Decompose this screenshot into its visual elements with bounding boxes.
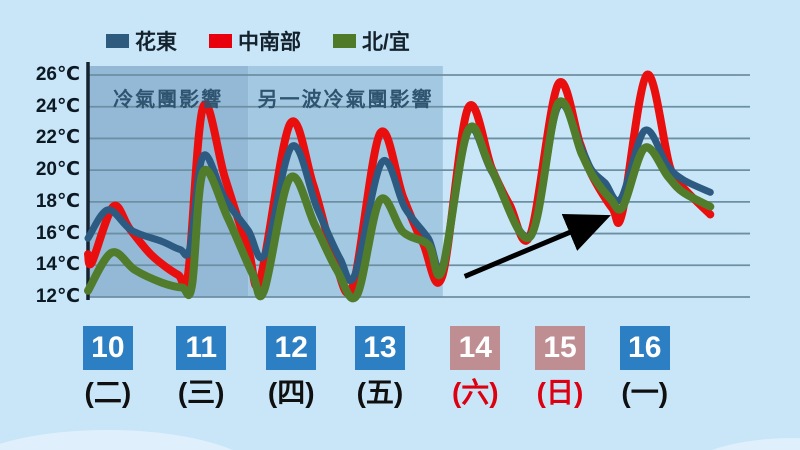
y-tick-label: 18℃	[35, 190, 80, 212]
legend: 花東 中南部 北/宜	[106, 26, 410, 56]
legend-item: 北/宜	[333, 26, 410, 56]
cold-air-region-0	[88, 66, 249, 297]
legend-label: 中南部	[238, 31, 301, 54]
legend-label: 花東	[135, 31, 177, 54]
weekday-label: (六)	[451, 377, 499, 408]
date-box-16: 16	[619, 326, 670, 370]
y-tick-label: 12℃	[35, 286, 80, 307]
date-box-12: 12	[266, 326, 317, 370]
temp-line-0	[84, 100, 714, 285]
date-box-10: 10	[82, 326, 133, 370]
legend-item: 花東	[106, 26, 177, 56]
legend-label: 北/宜	[362, 31, 410, 54]
annotation-label: 另一波冷氣團影響	[257, 89, 434, 111]
legend-item: 中南部	[209, 26, 301, 56]
weekday-label: (五)	[356, 377, 404, 408]
date-box-13: 13	[354, 326, 405, 370]
legend-swatch-icon	[106, 34, 129, 48]
y-tick-label: 24℃	[35, 95, 80, 117]
date-box-15: 15	[535, 326, 585, 370]
legend-swatch-icon	[333, 34, 356, 48]
date-box-11: 11	[176, 326, 227, 370]
weekday-label: (二)	[84, 377, 132, 408]
y-tick-label: 16℃	[35, 222, 80, 244]
weekday-label: (三)	[177, 377, 225, 408]
y-tick-label: 22℃	[35, 127, 80, 149]
legend-swatch-icon	[209, 34, 232, 48]
weekday-label: (日)	[536, 377, 584, 408]
annotation-label: 冷氣團影響	[113, 89, 224, 111]
warming-trend-arrow	[463, 214, 611, 279]
date-box-14: 14	[450, 326, 501, 370]
y-tick-label: 26℃	[35, 64, 80, 85]
y-tick-label: 14℃	[35, 254, 80, 276]
temp-line-2	[84, 97, 715, 303]
weekday-label: (四)	[267, 377, 315, 408]
y-tick-label: 20℃	[35, 159, 80, 181]
weekday-label: (一)	[621, 377, 669, 408]
